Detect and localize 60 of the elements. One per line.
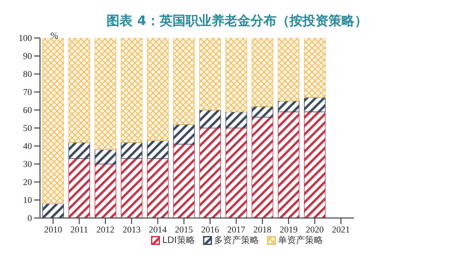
- y-tick-label: 40: [23, 141, 32, 152]
- bar: [146, 38, 169, 141]
- y-tick-label: 30: [23, 159, 32, 170]
- bar: [199, 110, 221, 128]
- bar: [304, 112, 326, 218]
- bar: [173, 38, 195, 125]
- y-axis-title: %: [50, 30, 58, 40]
- bar: [120, 38, 142, 143]
- bar: [68, 38, 90, 143]
- bar: [68, 158, 90, 218]
- bar: [199, 38, 221, 110]
- legend-label: LDI策略: [161, 234, 195, 247]
- x-tick-label: 2017: [227, 224, 246, 234]
- x-tick-label: 2012: [96, 224, 114, 234]
- chart-title: 图表 4：英国职业养老金分布（按投资策略）: [106, 12, 368, 30]
- x-tick-label: 2013: [122, 224, 142, 234]
- bar: [68, 142, 90, 159]
- bar: [146, 140, 169, 159]
- y-tick-label: 10: [23, 195, 32, 206]
- y-tick-label: 70: [23, 87, 32, 98]
- bar: [94, 164, 116, 218]
- y-tick-label: 0: [28, 213, 32, 224]
- x-tick-label: 2019: [280, 224, 298, 234]
- bar: [252, 106, 274, 118]
- bar: [304, 38, 326, 98]
- y-tick-label: 80: [23, 69, 32, 80]
- bar: [252, 116, 274, 218]
- bar: [42, 38, 64, 204]
- x-tick-label: 2020: [306, 224, 324, 234]
- x-tick-label: 2016: [201, 224, 220, 234]
- bar: [42, 203, 64, 218]
- bar: [278, 38, 300, 102]
- y-tick-label: 60: [23, 105, 32, 116]
- bar: [252, 38, 274, 107]
- x-tick-label: 2011: [70, 224, 88, 234]
- bar: [225, 38, 248, 112]
- bar: [225, 112, 248, 128]
- bar: [94, 149, 116, 164]
- bar: [94, 38, 116, 150]
- bar: [120, 142, 142, 159]
- bar: [199, 128, 221, 218]
- y-tick-label: 50: [23, 123, 32, 134]
- bar: [173, 124, 195, 144]
- bar: [120, 158, 142, 218]
- bar: [278, 112, 300, 218]
- y-tick-label: 100: [18, 33, 32, 44]
- bar: [225, 128, 248, 218]
- bar: [173, 144, 195, 218]
- x-tick-label: 2015: [174, 224, 194, 234]
- x-tick-label: 2010: [44, 224, 63, 234]
- y-tick-label: 90: [23, 51, 32, 62]
- bar: [304, 97, 326, 112]
- x-tick-label: 2014: [148, 224, 168, 234]
- x-tick-label: 2021: [332, 224, 350, 234]
- y-tick-label: 20: [23, 177, 32, 188]
- x-tick-label: 2018: [253, 224, 272, 234]
- legend-label: 多资产策略: [212, 234, 259, 247]
- legend-label: 单资产策略: [276, 234, 323, 247]
- bar: [146, 158, 169, 218]
- bar: [278, 100, 300, 112]
